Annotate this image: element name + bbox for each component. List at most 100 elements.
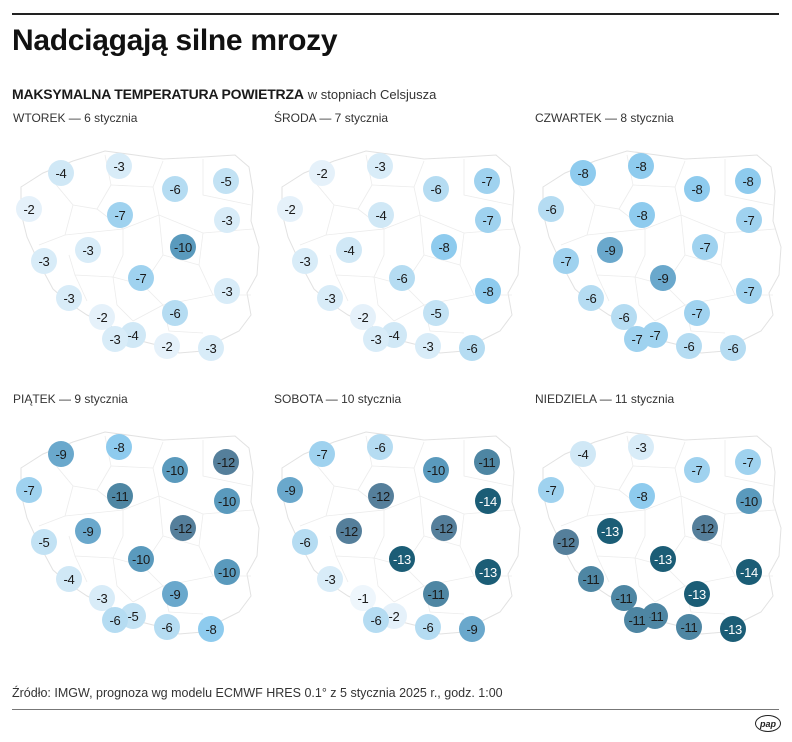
temp-marker-katowice: -7 xyxy=(684,300,710,326)
region-border xyxy=(313,461,335,517)
temp-marker-białystok: -3 xyxy=(214,207,240,233)
temp-marker-poznań: -3 xyxy=(75,237,101,263)
region-border xyxy=(724,440,774,487)
temp-marker-gorzów: -5 xyxy=(31,529,57,555)
temp-marker-kielce: -3 xyxy=(415,333,441,359)
temp-marker-kraków: -3 xyxy=(102,326,128,352)
region-border xyxy=(313,180,335,236)
temp-marker-suwałki: -7 xyxy=(735,449,761,475)
temp-marker-lublin: -14 xyxy=(736,559,762,585)
map-panel: SOBOTA — 10 stycznia -9 -7 -6 -10 -11 -6 -12 -14… xyxy=(274,392,529,642)
temp-marker-suwałki: -7 xyxy=(474,168,500,194)
temp-marker-kielce: -6 xyxy=(676,333,702,359)
region-border xyxy=(574,180,596,236)
temp-marker-szczecin: -7 xyxy=(538,477,564,503)
temp-marker-lublin: -13 xyxy=(475,559,501,585)
poland-outline xyxy=(20,150,260,354)
temp-marker-olsztyn: -7 xyxy=(684,457,710,483)
region-border xyxy=(632,184,676,188)
temp-marker-lublin: -8 xyxy=(475,278,501,304)
temp-marker-białystok: -10 xyxy=(214,488,240,514)
temp-marker-zielonagóra: -3 xyxy=(317,566,343,592)
temp-marker-bydgoszcz: -12 xyxy=(368,483,394,509)
region-border xyxy=(371,465,415,469)
region-border xyxy=(112,557,134,603)
region-border xyxy=(373,276,395,322)
temp-marker-suwałki: -8 xyxy=(735,168,761,194)
temp-marker-szczecin: -2 xyxy=(16,196,42,222)
temp-marker-wrocław: -2 xyxy=(89,304,115,330)
temp-marker-bydgoszcz: -4 xyxy=(368,202,394,228)
temp-marker-olsztyn: -10 xyxy=(162,457,188,483)
temp-marker-rzeszów: -6 xyxy=(720,335,746,361)
poland-outline xyxy=(281,431,521,635)
temp-marker-lublin: -10 xyxy=(214,559,240,585)
poland-outline xyxy=(542,431,782,635)
map-panel: ŚRODA — 7 stycznia -2 -2 -3 -6 -7 -3 -4 -7 -4 -8 -3… xyxy=(274,111,529,361)
temp-marker-gdańsk: -3 xyxy=(367,153,393,179)
temp-marker-gdańsk: -8 xyxy=(106,434,132,460)
region-border xyxy=(654,585,686,603)
temp-marker-koszalin: -4 xyxy=(570,441,596,467)
temp-marker-wrocław: -3 xyxy=(89,585,115,611)
temp-marker-suwałki: -12 xyxy=(213,449,239,475)
temp-marker-koszalin: -9 xyxy=(48,441,74,467)
temp-marker-poznań: -12 xyxy=(336,518,362,544)
region-border xyxy=(158,214,204,266)
temp-marker-koszalin: -4 xyxy=(48,160,74,186)
panel-day-label: SOBOTA — 10 stycznia xyxy=(274,392,402,406)
temp-marker-lublin: -3 xyxy=(214,278,240,304)
temp-marker-zielonagóra: -3 xyxy=(317,285,343,311)
temp-marker-bydgoszcz: -11 xyxy=(107,483,133,509)
region-border xyxy=(680,214,726,266)
region-border xyxy=(74,555,88,583)
subtitle-main: MAKSYMALNA TEMPERATURA POWIETRZA xyxy=(12,86,304,102)
temp-marker-koszalin: -8 xyxy=(570,160,596,186)
region-border xyxy=(202,440,252,487)
source-note: Źródło: IMGW, prognoza wg modelu ECMWF H… xyxy=(12,686,503,700)
temp-marker-łódź: -9 xyxy=(650,265,676,291)
region-border xyxy=(110,184,154,188)
region-border xyxy=(463,440,513,487)
subtitle: MAKSYMALNA TEMPERATURA POWIETRZA w stopni… xyxy=(12,86,436,102)
bottom-rule xyxy=(12,709,779,710)
temp-marker-białystok: -7 xyxy=(736,207,762,233)
poland-outline xyxy=(20,431,260,635)
temp-marker-warszawa: -8 xyxy=(431,234,457,260)
temp-marker-gdańsk: -3 xyxy=(628,434,654,460)
temp-marker-zielonagóra: -3 xyxy=(56,285,82,311)
region-border xyxy=(654,304,686,322)
temp-marker-kielce: -11 xyxy=(676,614,702,640)
temp-marker-kraków: -7 xyxy=(624,326,650,352)
region-border xyxy=(560,509,646,527)
temp-marker-katowice: -6 xyxy=(162,300,188,326)
region-border xyxy=(110,465,154,469)
temp-marker-szczecin: -2 xyxy=(277,196,303,222)
temp-marker-kraków: -6 xyxy=(363,607,389,633)
poland-outline xyxy=(281,150,521,354)
temp-marker-kraków: -6 xyxy=(102,607,128,633)
temp-marker-białystok: -7 xyxy=(475,207,501,233)
temp-marker-katowice: -5 xyxy=(423,300,449,326)
temp-marker-szczecin: -6 xyxy=(538,196,564,222)
temp-marker-rzeszów: -9 xyxy=(459,616,485,642)
temp-marker-warszawa: -7 xyxy=(692,234,718,260)
region-border xyxy=(596,274,610,302)
temp-marker-białystok: -14 xyxy=(475,488,501,514)
region-border xyxy=(112,276,134,322)
region-border xyxy=(393,585,425,603)
temp-marker-wrocław: -2 xyxy=(350,304,376,330)
temp-marker-białystok: -10 xyxy=(736,488,762,514)
temp-marker-gdańsk: -8 xyxy=(628,153,654,179)
temp-marker-łódź: -7 xyxy=(128,265,154,291)
map-panel: NIEDZIELA — 11 stycznia -7 -4 -3 -7 -7 -12 -8 -1… xyxy=(535,392,790,642)
region-border xyxy=(52,461,74,517)
temp-marker-łódź: -13 xyxy=(389,546,415,572)
map-panel: CZWARTEK — 8 stycznia -6 -8 -8 -8 -8 -7 -8 -7 -9-… xyxy=(535,111,790,361)
panel-day-label: PIĄTEK — 9 stycznia xyxy=(13,392,128,406)
region-border xyxy=(335,555,349,583)
region-border xyxy=(463,159,513,206)
temp-marker-szczecin: -9 xyxy=(277,477,303,503)
temp-marker-olsztyn: -6 xyxy=(162,176,188,202)
region-border xyxy=(371,184,415,188)
